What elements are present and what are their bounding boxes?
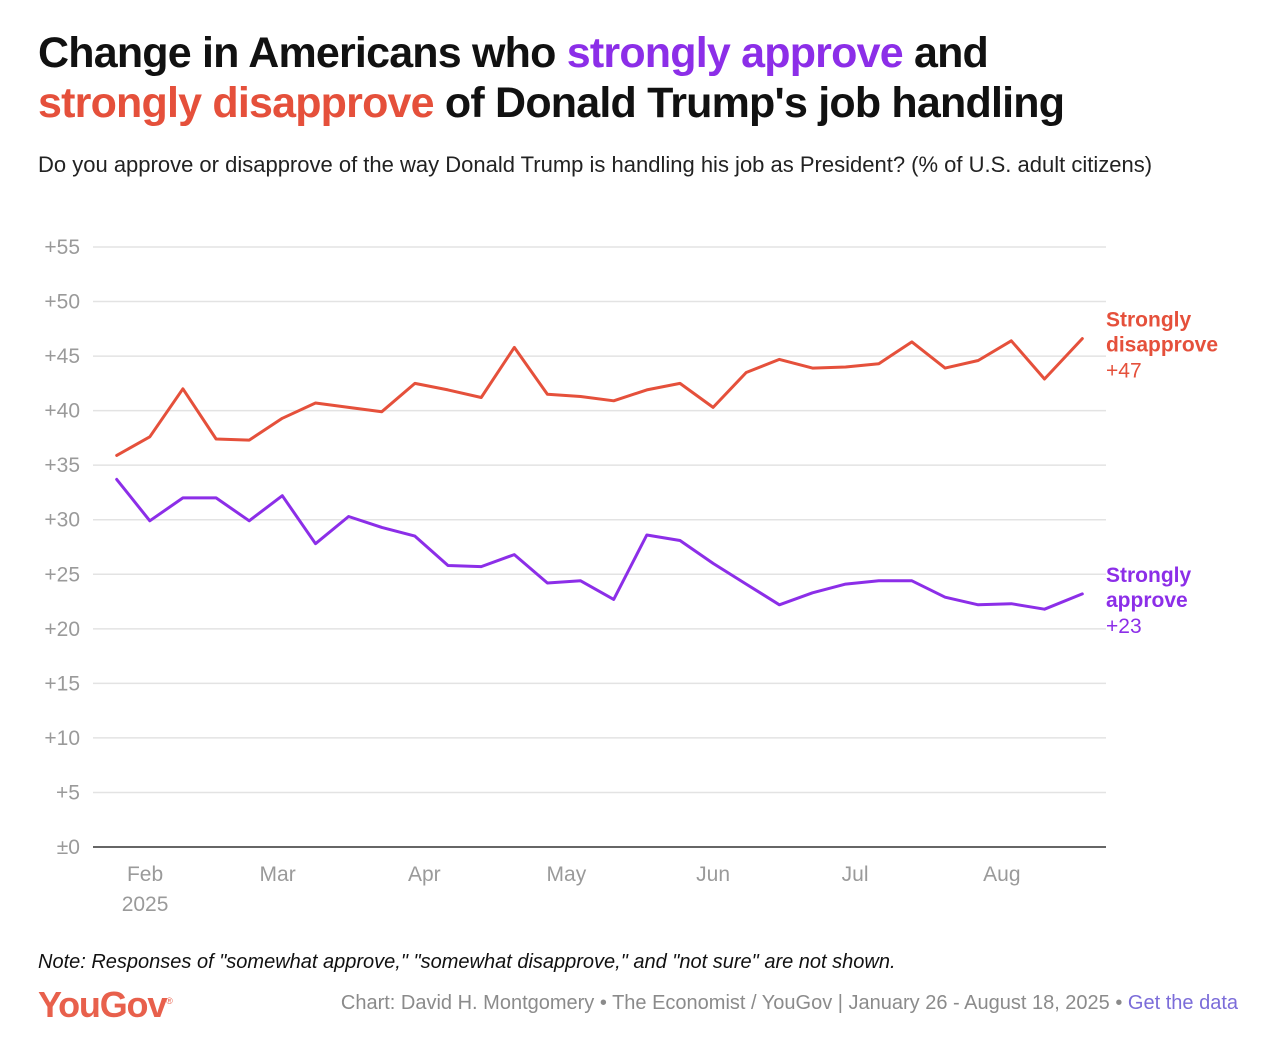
y-tick-label: +15 — [44, 672, 80, 695]
x-tick-label: Jul — [842, 863, 869, 886]
yougov-logo: YouGov® — [38, 984, 173, 1026]
chart-subtitle: Do you approve or disapprove of the way … — [38, 152, 1153, 177]
y-tick-label: +10 — [44, 727, 80, 750]
y-tick-label: +20 — [44, 618, 80, 641]
y-tick-label: +5 — [56, 781, 80, 804]
series-value-label-strongly-approve: +23 — [1106, 615, 1142, 638]
credit-text: Chart: David H. Montgomery • The Economi… — [340, 992, 1128, 1014]
logo-registered-mark: ® — [166, 996, 173, 1006]
x-tick-label: Jun — [696, 863, 730, 886]
series-label-strongly-disapprove: disapprove — [1106, 334, 1218, 357]
series-line-strongly-approve — [115, 477, 1084, 611]
x-tick-label: Mar — [260, 863, 296, 886]
x-tick-label: Aug — [983, 863, 1020, 886]
series-label-strongly-approve: Strongly — [1106, 564, 1191, 587]
logo-text: YouGov — [38, 984, 167, 1025]
x-tick-label: Apr — [408, 863, 441, 886]
title-approve-highlight: strongly approve — [566, 29, 904, 77]
chart-title: Change in Americans who strongly approve… — [38, 28, 1258, 128]
title-part-3: of Donald Trump's job handling — [433, 79, 1065, 127]
y-tick-label: ±0 — [57, 836, 80, 859]
y-tick-label: +35 — [44, 454, 80, 477]
title-disapprove-highlight: strongly disapprove — [38, 79, 435, 127]
series-line-strongly-disapprove — [115, 337, 1084, 457]
y-tick-label: +55 — [44, 236, 80, 259]
chart-footer: YouGov® Chart: David H. Montgomery • The… — [38, 984, 1238, 1026]
series-label-strongly-approve: approve — [1106, 589, 1188, 612]
title-part-1: Change in Americans who — [38, 29, 567, 77]
y-tick-label: +30 — [44, 509, 80, 532]
y-tick-label: +45 — [44, 345, 80, 368]
y-tick-label: +40 — [44, 400, 80, 423]
title-part-2: and — [902, 29, 989, 77]
get-the-data-link[interactable]: Get the data — [1127, 992, 1238, 1014]
y-tick-label: +50 — [44, 291, 80, 314]
series-label-strongly-disapprove: Strongly — [1106, 309, 1191, 332]
chart-note: Note: Responses of "somewhat approve," "… — [38, 951, 896, 973]
chart-credit: Chart: David H. Montgomery • The Economi… — [341, 992, 1238, 1015]
y-tick-label: +25 — [44, 563, 80, 586]
x-tick-year-label: 2025 — [122, 893, 169, 916]
x-tick-label: Feb — [127, 863, 163, 886]
line-chart: ±0 +5 +10 +15 +20 +25 +30 +35 +40 +45 +50 +55 Feb 202… — [44, 236, 1218, 916]
x-tick-label: May — [547, 863, 587, 886]
series-value-label-strongly-disapprove: +47 — [1106, 360, 1142, 383]
